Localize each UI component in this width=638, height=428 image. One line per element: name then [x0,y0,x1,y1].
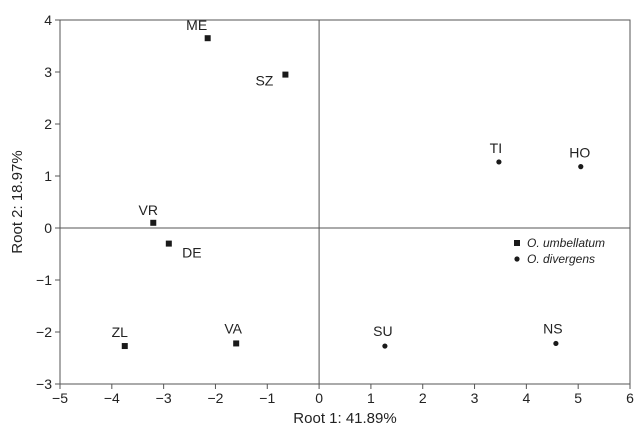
y-axis-title: Root 2: 18.97% [9,150,26,253]
y-tick-label: 2 [44,116,52,132]
x-tick-label: −4 [104,390,120,406]
legend: O. umbellatum O. divergens [514,236,605,266]
point-marker-va [233,340,240,347]
point-marker-ns [553,340,559,347]
point-label-va: VA [224,320,242,336]
ticks: −5 −4 −3 −2 −1 0 1 2 3 4 5 6 −3 −2 −1 0 1 2 3 4 [36,12,634,406]
point-marker-vr [150,219,157,226]
legend-entry: O. umbellatum [527,236,605,250]
point-marker-zl [121,343,128,350]
point-label-su: SU [373,323,392,339]
x-tick-label: 1 [367,390,375,406]
y-tick-label: 4 [44,12,52,28]
point-label-ti: TI [490,140,502,156]
data-points: ME SZ VR DE ZL VA TI HO SU NS [112,17,590,350]
point-label-ho: HO [569,145,590,161]
point-marker-ti [496,159,502,165]
x-tick-label: −5 [52,390,68,406]
x-tick-label: −1 [259,390,275,406]
y-tick-label: 1 [44,168,52,184]
x-tick-label: 6 [626,390,634,406]
point-label-sz: SZ [255,73,273,89]
point-marker-su [382,343,388,349]
point-label-de: DE [182,245,201,261]
point-marker-de [165,240,172,247]
y-tick-label: 0 [44,220,52,236]
x-tick-label: 3 [471,390,479,406]
y-tick-label: −3 [36,376,52,392]
x-tick-label: 4 [522,390,530,406]
y-tick-label: −2 [36,324,52,340]
y-tick-label: 3 [44,64,52,80]
x-tick-label: −3 [156,390,172,406]
legend-marker-circle [514,256,520,262]
legend-marker-square [514,240,520,246]
x-axis-title: Root 1: 41.89% [293,410,396,427]
y-tick-label: −1 [36,272,52,288]
point-marker-ho [578,164,584,170]
zero-lines [60,20,630,384]
point-marker-me [204,35,211,42]
point-label-zl: ZL [112,324,129,340]
x-tick-label: 5 [574,390,582,406]
x-tick-label: 2 [419,390,427,406]
point-label-me: ME [186,17,207,33]
x-tick-label: −2 [207,390,223,406]
point-marker-sz [282,71,289,78]
x-tick-label: 0 [315,390,323,406]
point-label-ns: NS [543,320,562,336]
legend-entry: O. divergens [527,252,595,266]
plot-area [59,19,631,385]
point-label-vr: VR [139,202,158,218]
